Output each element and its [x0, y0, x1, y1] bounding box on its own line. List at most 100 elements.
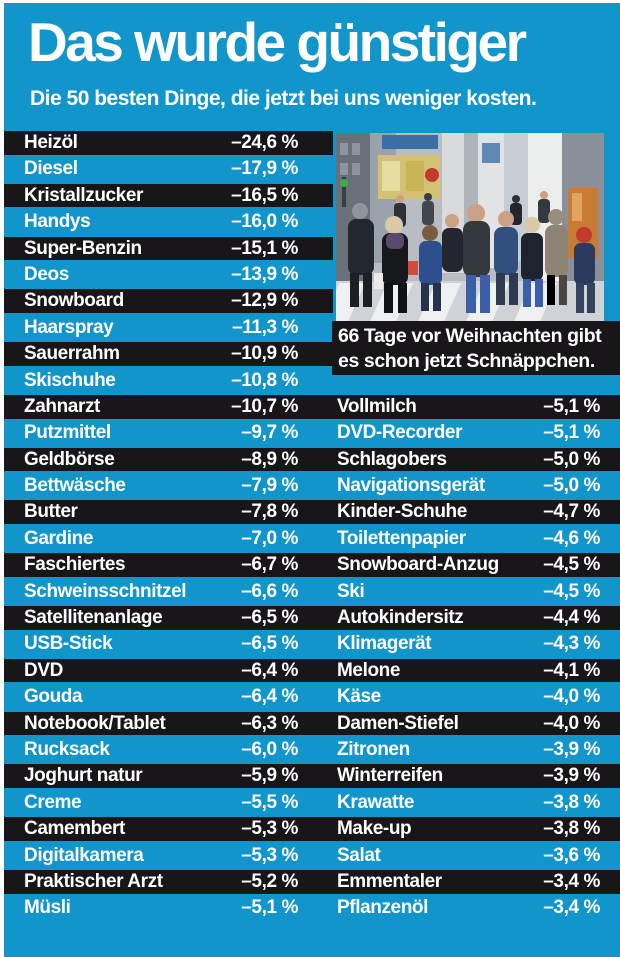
item-value: –9,7 %: [241, 422, 298, 444]
table-cell-left: Müsli –5,1 %: [24, 896, 298, 920]
table-cell-right: Pflanzenöl –3,4 %: [337, 896, 600, 920]
price-table: Heizöl –24,6 % Diesel –17,9 % Kristallzucker…: [4, 131, 620, 923]
table-cell-right: Schlagobers –5,0 %: [337, 448, 600, 472]
item-label: DVD-Recorder: [337, 422, 463, 444]
table-cell-right: Damen-Stiefel –4,0 %: [337, 712, 600, 736]
item-value: –3,6 %: [543, 844, 600, 866]
item-value: –6,0 %: [241, 738, 298, 760]
item-label: Putzmittel: [24, 422, 111, 444]
item-label: Kristallzucker: [24, 184, 144, 206]
item-value: –16,0 %: [231, 211, 298, 233]
table-row: Müsli –5,1 % Pflanzenöl –3,4 %: [4, 896, 620, 920]
item-label: Damen-Stiefel: [337, 712, 459, 734]
item-label: Navigationsgerät: [337, 475, 485, 497]
table-row: Haarspray –11,3 %: [4, 316, 620, 340]
item-label: Snowboard: [24, 290, 124, 312]
table-cell-left: USB-Stick –6,5 %: [24, 632, 298, 656]
infographic-content: Das wurde günstiger Die 50 besten Dinge,…: [4, 3, 620, 957]
table-row: Diesel –17,9 %: [4, 157, 620, 181]
table-cell-right: Vollmilch –5,1 %: [337, 395, 600, 419]
item-value: –10,9 %: [231, 343, 298, 365]
photo-caption-line2: es schon jetzt Schnäppchen.: [338, 350, 595, 372]
table-cell-left: DVD –6,4 %: [24, 659, 298, 683]
item-value: –5,0 %: [543, 475, 600, 497]
item-label: Rucksack: [24, 738, 110, 760]
item-label: Diesel: [24, 158, 78, 180]
item-label: Bettwäsche: [24, 475, 126, 497]
table-row: DVD –6,4 % Melone –4,1 %: [4, 658, 620, 683]
item-label: Emmentaler: [337, 870, 442, 892]
table-cell-left: Notebook/Tablet –6,3 %: [24, 712, 298, 736]
table-cell-left: Heizöl –24,6 %: [24, 131, 298, 155]
table-row: Faschiertes –6,7 % Snowboard-Anzug –4,5 %: [4, 553, 620, 577]
item-value: –5,3 %: [241, 844, 298, 866]
table-cell-left: Skischuhe –10,8 %: [24, 369, 298, 393]
table-row: Camembert –5,3 % Make-up –3,8 %: [4, 817, 620, 841]
item-value: –4,6 %: [543, 527, 600, 549]
item-label: Melone: [337, 659, 401, 681]
table-cell-right: Zitronen –3,9 %: [337, 738, 600, 762]
item-label: Make-up: [337, 818, 412, 840]
table-cell-left: Diesel –17,9 %: [24, 157, 298, 181]
street-photo: [333, 130, 620, 321]
item-label: Zitronen: [337, 738, 410, 760]
table-row: Deos –13,9 %: [4, 263, 620, 287]
table-cell-left: Kristallzucker –16,5 %: [24, 184, 298, 208]
table-cell-left: Gouda –6,4 %: [24, 685, 298, 709]
item-value: –4,0 %: [543, 712, 600, 734]
table-cell-right: Melone –4,1 %: [337, 659, 600, 683]
item-label: Faschiertes: [24, 554, 126, 576]
table-row: Zahnarzt –10,7 % Vollmilch –5,1 %: [4, 394, 620, 419]
item-value: –5,3 %: [241, 818, 298, 840]
item-value: –12,9 %: [231, 290, 298, 312]
table-cell-left: Camembert –5,3 %: [24, 817, 298, 841]
item-value: –6,4 %: [241, 686, 298, 708]
table-cell-right: Krawatte –3,8 %: [337, 791, 600, 815]
item-value: –4,0 %: [543, 686, 600, 708]
table-cell-left: Rucksack –6,0 %: [24, 738, 298, 762]
item-value: –15,1 %: [231, 237, 298, 259]
item-label: Vollmilch: [337, 395, 417, 417]
table-cell-right: Kinder-Schuhe –4,7 %: [337, 500, 600, 524]
street-photo-illustration: [336, 133, 604, 321]
table-cell-right: Klimagerät –4,3 %: [337, 632, 600, 656]
item-label: Gardine: [24, 527, 93, 549]
item-label: Sauerrahm: [24, 343, 120, 365]
table-row: Notebook/Tablet –6,3 % Damen-Stiefel –4,0 %: [4, 711, 620, 736]
item-value: –4,3 %: [543, 633, 600, 655]
item-value: –5,9 %: [241, 765, 298, 787]
table-cell-left: Sauerrahm –10,9 %: [24, 342, 298, 366]
table-cell-left: Haarspray –11,3 %: [24, 316, 298, 340]
item-label: Müsli: [24, 897, 71, 919]
item-label: Krawatte: [337, 791, 415, 813]
item-value: –6,7 %: [241, 554, 298, 576]
item-label: Skischuhe: [24, 369, 116, 391]
table-row: Skischuhe –10,8 %: [4, 369, 620, 393]
table-cell-right: DVD-Recorder –5,1 %: [337, 421, 600, 445]
table-cell-right: Autokindersitz –4,4 %: [337, 606, 600, 630]
table-cell-right: Ski –4,5 %: [337, 580, 600, 604]
table-cell-right: Salat –3,6 %: [337, 844, 600, 868]
item-value: –3,8 %: [543, 791, 600, 813]
table-row: USB-Stick –6,5 % Klimagerät –4,3 %: [4, 632, 620, 656]
item-value: –3,8 %: [543, 818, 600, 840]
item-label: Zahnarzt: [24, 395, 100, 417]
photo-caption: 66 Tage vor Weihnachten gibt es schon je…: [332, 321, 620, 375]
table-row: Butter –7,8 % Kinder-Schuhe –4,7 %: [4, 500, 620, 525]
item-label: Ski: [337, 580, 365, 602]
item-value: –5,0 %: [543, 448, 600, 470]
item-value: –4,4 %: [543, 607, 600, 629]
item-value: –4,7 %: [543, 501, 600, 523]
item-label: Snowboard-Anzug: [337, 554, 499, 576]
item-label: Joghurt natur: [24, 765, 143, 787]
table-cell-left: Geldbörse –8,9 %: [24, 448, 298, 472]
item-value: –4,5 %: [543, 554, 600, 576]
table-cell-right: Winterreifen –3,9 %: [337, 764, 600, 788]
table-row: Praktischer Arzt –5,2 % Emmentaler –3,4 %: [4, 869, 620, 894]
item-label: USB-Stick: [24, 633, 113, 655]
table-row: Gardine –7,0 % Toilettenpapier –4,6 %: [4, 527, 620, 551]
table-row: Creme –5,5 % Krawatte –3,8 %: [4, 791, 620, 815]
item-label: Salat: [337, 844, 381, 866]
item-value: –10,7 %: [231, 395, 298, 417]
